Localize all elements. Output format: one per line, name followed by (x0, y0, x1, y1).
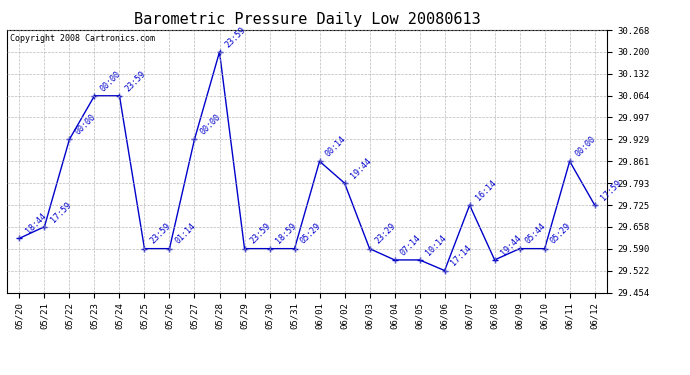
Text: 19:44: 19:44 (499, 233, 523, 257)
Text: 23:59: 23:59 (124, 69, 148, 93)
Text: 23:59: 23:59 (248, 222, 273, 246)
Text: 19:44: 19:44 (348, 156, 373, 180)
Text: 00:00: 00:00 (199, 112, 223, 136)
Text: 18:59: 18:59 (274, 222, 298, 246)
Text: 07:14: 07:14 (399, 233, 423, 257)
Text: 16:14: 16:14 (474, 178, 498, 203)
Text: 05:44: 05:44 (524, 222, 548, 246)
Text: 17:14: 17:14 (448, 244, 473, 268)
Text: 05:29: 05:29 (299, 222, 323, 246)
Text: 23:29: 23:29 (374, 222, 398, 246)
Text: 18:44: 18:44 (23, 211, 48, 236)
Text: Copyright 2008 Cartronics.com: Copyright 2008 Cartronics.com (10, 34, 155, 43)
Text: 05:29: 05:29 (549, 222, 573, 246)
Text: 00:00: 00:00 (99, 69, 123, 93)
Title: Barometric Pressure Daily Low 20080613: Barometric Pressure Daily Low 20080613 (134, 12, 480, 27)
Text: 01:14: 01:14 (174, 222, 198, 246)
Text: 00:00: 00:00 (74, 112, 98, 136)
Text: 17:59: 17:59 (599, 178, 623, 203)
Text: 00:14: 00:14 (324, 134, 348, 159)
Text: 23:59: 23:59 (148, 222, 172, 246)
Text: 23:59: 23:59 (224, 25, 248, 49)
Text: 17:59: 17:59 (48, 200, 72, 224)
Text: 10:14: 10:14 (424, 233, 448, 257)
Text: 00:00: 00:00 (574, 134, 598, 159)
